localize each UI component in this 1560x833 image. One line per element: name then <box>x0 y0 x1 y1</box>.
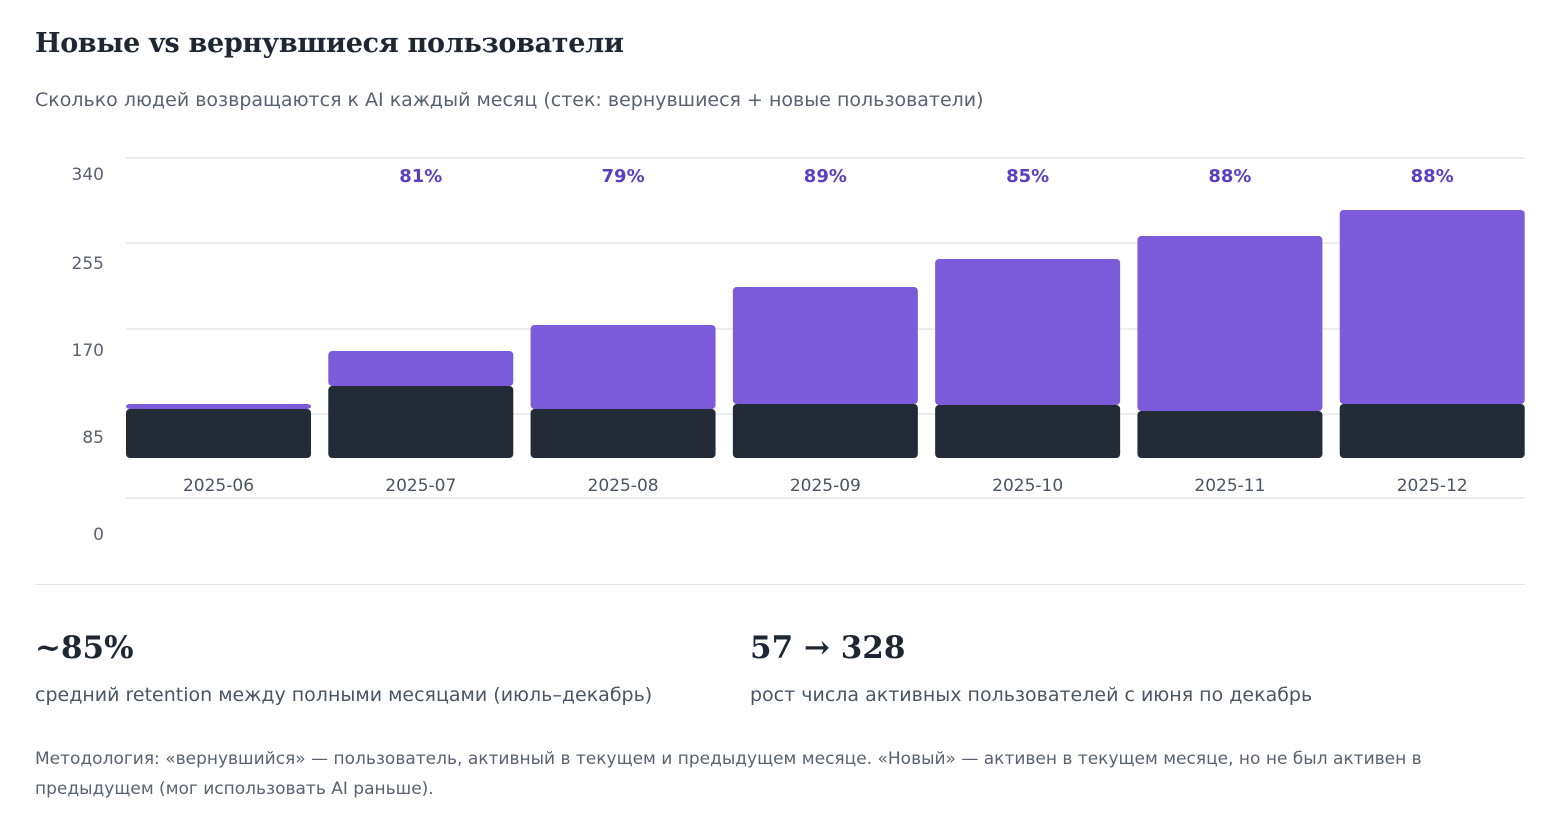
chart-subtitle: Сколько людей возвращаются к AI каждый м… <box>35 89 984 111</box>
x-tick-label: 2025-12 <box>1397 476 1468 496</box>
stat-retention: ~85% средний retention между полными мес… <box>35 630 652 706</box>
bar-segment-bottom <box>732 404 918 458</box>
y-tick-label: 340 <box>72 165 104 185</box>
x-tick-label: 2025-06 <box>183 476 254 496</box>
bar-segment-bottom <box>530 409 716 458</box>
bar-segment-top <box>1137 236 1323 411</box>
divider <box>35 584 1525 585</box>
stat-description: рост числа активных пользователей с июня… <box>750 684 1313 706</box>
bar-segment-top <box>126 404 311 409</box>
bar-segment-top <box>1339 210 1525 404</box>
bar-segment-bottom <box>328 386 514 458</box>
bar-segment-top <box>530 325 716 409</box>
stat-growth: 57 → 328 рост числа активных пользовател… <box>750 630 1312 706</box>
x-tick-label: 2025-11 <box>1194 476 1265 496</box>
bar-segment-bottom <box>935 405 1121 458</box>
bar-data-label: 81% <box>399 166 442 187</box>
bar-data-label: 88% <box>1208 166 1251 187</box>
bar-segment-bottom <box>1137 411 1323 458</box>
bar-data-label: 88% <box>1411 166 1454 187</box>
x-tick-label: 2025-07 <box>385 476 456 496</box>
bar-segment-top <box>935 259 1121 405</box>
stat-description: средний retention между полными месяцами… <box>35 684 653 706</box>
y-tick-label: 0 <box>93 525 104 545</box>
bar-data-label: 79% <box>602 166 645 187</box>
stat-value: ~85% <box>35 630 134 666</box>
chart-title: Новые vs вернувшиеся пользователи <box>35 28 624 59</box>
x-tick-label: 2025-08 <box>588 476 659 496</box>
bar-data-label: 85% <box>1006 166 1049 187</box>
stacked-bar-chart: 340 255 170 85 0 2025-06 2025-07 81% 2025-08 79% 2… <box>72 157 1525 545</box>
stat-value: 57 → 328 <box>750 630 906 666</box>
y-tick-label: 170 <box>72 341 104 361</box>
methodology-note: Методология: «вернувшийся» — пользовател… <box>35 749 1422 799</box>
y-tick-label: 255 <box>72 254 104 274</box>
bar-segment-bottom <box>1339 404 1525 458</box>
bar-segment-bottom <box>126 409 311 458</box>
x-tick-label: 2025-09 <box>790 476 861 496</box>
bar-segment-top <box>732 287 918 404</box>
y-tick-label: 85 <box>82 428 104 448</box>
bar-data-label: 89% <box>804 166 847 187</box>
x-tick-label: 2025-10 <box>992 476 1063 496</box>
bar-segment-top <box>328 351 514 386</box>
